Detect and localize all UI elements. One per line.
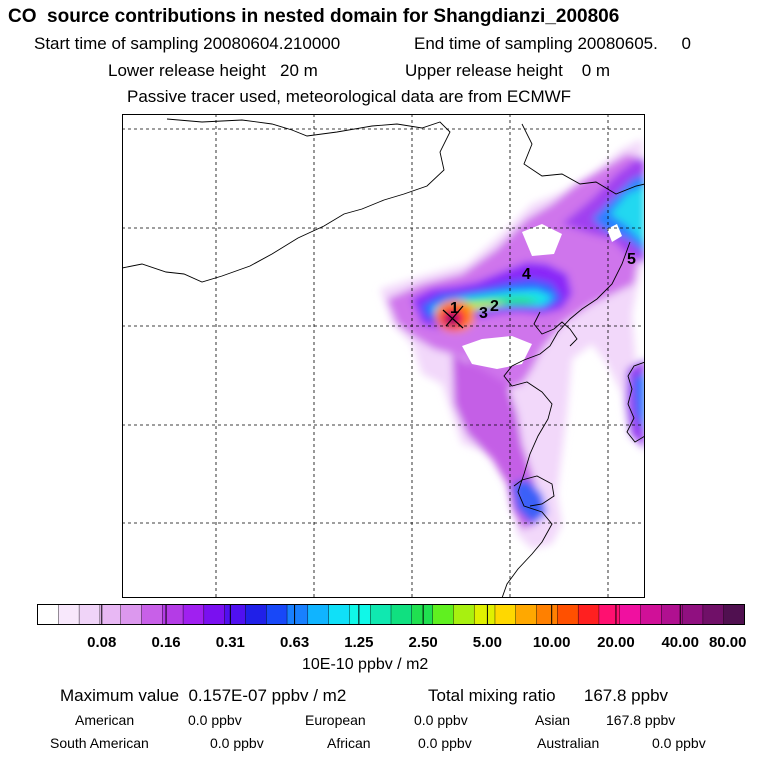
colorbar-cell [390,604,413,625]
bohai-coast [501,241,631,598]
colorbar-cell [619,604,642,625]
source-marker-1: 1 [450,300,459,317]
source-marker-4: 4 [522,266,531,283]
colorbar-cell [411,604,434,625]
source-marker-3: 3 [479,305,488,322]
colorbar-cell [203,604,226,625]
colorbar-tick-label: 40.00 [661,634,699,650]
liaodong-coast [533,311,578,347]
colorbar-cell [598,604,621,625]
region-name-european: European [305,712,366,728]
colorbar-frame [37,604,745,625]
colorbar-cell [58,604,80,625]
colorbar-cell [266,604,288,625]
total-mixing-ratio: Total mixing ratio 167.8 ppbv [428,686,669,705]
colorbar-cells [37,604,746,625]
south-plume-blue [512,479,547,524]
region-name-asian: Asian [535,712,571,728]
lower-release-height: Lower release height 20 m [108,61,318,80]
colorbar-tick-label: 5.00 [473,634,502,650]
colorbar-cell [577,604,600,625]
region-value-african: 0.0 ppbv [418,735,472,751]
upper-release-height: Upper release height 0 m [405,61,611,80]
colorbar-tick-label: 10.00 [533,634,571,650]
colorbar-cell [120,604,142,625]
colorbar-cell [78,604,101,625]
colorbar-tick-label: 0.08 [87,634,116,650]
colorbar-cell [432,604,454,625]
region-value-australian: 0.0 ppbv [652,735,706,751]
receptor-cross-icon [442,305,464,329]
region-name-american: American [75,712,135,728]
colorbar-cell [141,604,163,625]
colorbar-tick-label: 20.00 [597,634,635,650]
source-markers: 1 2 3 4 5 [442,251,636,329]
colorbar-cell [162,604,184,625]
colorbar-cell [640,604,662,625]
colorbar-tick-label: 0.31 [216,634,245,650]
colorbar: 0.000.080.160.310.631.252.505.0010.0020.… [37,604,747,650]
colorbar-cell [515,604,538,625]
concentration-field [380,139,645,549]
east-strip-blue [634,372,645,434]
coastlines [122,118,645,598]
colorbar-tick-labels: 0.000.080.160.310.631.252.505.0010.0020.… [87,634,747,650]
region-value-asian: 167.8 ppbv [606,712,676,728]
region-name-south-american: South American [50,735,149,751]
end-sampling-time: End time of sampling 20080605. 0 [414,34,691,53]
source-marker-5: 5 [627,251,636,268]
ne-plume-cyan [610,186,645,244]
start-sampling-time: Start time of sampling 20080604.210000 [34,34,341,53]
colorbar-cell [681,604,704,625]
colorbar-cell [37,604,59,625]
colorbar-cell [307,604,330,625]
colorbar-cell [245,604,267,625]
northern-border [122,118,451,283]
region-name-australian: Australian [537,735,600,751]
region-name-african: African [327,735,371,751]
colorbar-cell [286,604,309,625]
colorbar-cell [349,604,371,625]
colorbar-cell [536,604,558,625]
colorbar-cell [661,604,683,625]
colorbar-cell [494,604,517,625]
colorbar-cell [182,604,205,625]
east-coast [626,361,645,443]
shandong-coast [513,475,555,507]
colorbar-tick-label: 2.50 [409,634,438,650]
region-value-american: 0.0 ppbv [188,712,242,728]
colorbar-cell [99,604,122,625]
map-panel: 1 2 3 4 5 [122,114,645,598]
colorbar-tick-label: 80.00 [709,634,747,650]
colorbar-cell [473,604,496,625]
tracer-note: Passive tracer used, meteorological data… [127,87,572,106]
colorbar-unit: 10E-10 ppbv / m2 [302,656,429,673]
grid-lines [122,114,645,598]
region-value-european: 0.0 ppbv [414,712,468,728]
map-frame [122,114,645,598]
field-gaps [462,224,622,369]
colorbar-cell [557,604,579,625]
colorbar-cell [224,604,246,625]
colorbar-cell [328,604,350,625]
colorbar-tick-label: 1.25 [344,634,373,650]
colorbar-cell [453,604,475,625]
colorbar-cell [723,604,746,625]
colorbar-cell [702,604,725,625]
colorbar-cell [370,604,392,625]
maximum-value: Maximum value 0.157E-07 ppbv / m2 [60,686,347,705]
source-marker-2: 2 [490,298,499,315]
map-title: CO source contributions in nested domain… [8,6,620,27]
colorbar-tick-label: 0.16 [151,634,180,650]
region-value-south-american: 0.0 ppbv [210,735,264,751]
east-border [521,123,645,195]
colorbar-tick-label: 0.63 [280,634,309,650]
